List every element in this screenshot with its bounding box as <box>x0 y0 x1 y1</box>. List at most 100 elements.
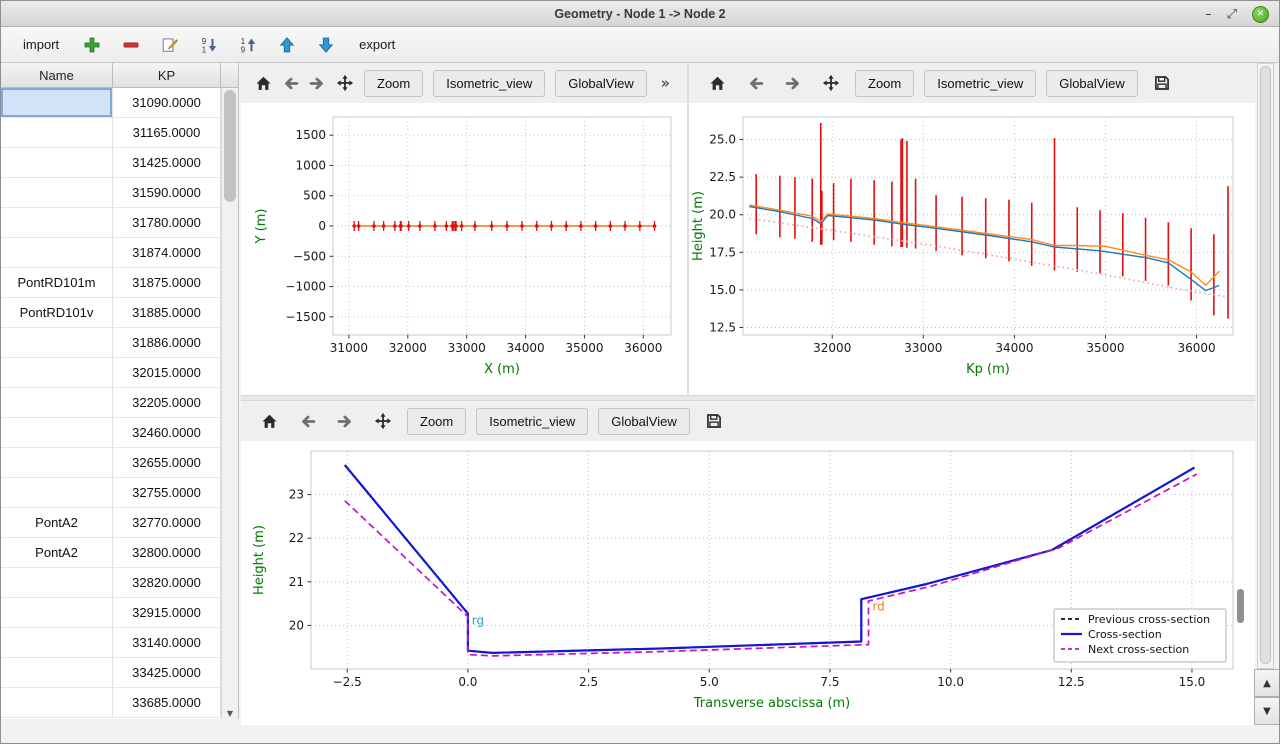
cell-kp[interactable]: 32915.0000 <box>113 598 221 627</box>
zoom-button[interactable]: Zoom <box>407 407 467 435</box>
zoom-button[interactable]: Zoom <box>855 69 915 97</box>
cell-kp[interactable]: 31780.0000 <box>113 208 221 237</box>
cell-name[interactable]: PontA2 <box>1 538 113 567</box>
cell-kp[interactable]: 31874.0000 <box>113 238 221 267</box>
cell-name[interactable] <box>1 688 113 717</box>
cell-kp[interactable]: 31875.0000 <box>113 268 221 297</box>
column-header-name[interactable]: Name <box>1 63 113 87</box>
home-button[interactable] <box>703 69 731 97</box>
table-row[interactable]: 32820.0000 <box>1 568 222 598</box>
cell-name[interactable]: PontA2 <box>1 508 113 537</box>
table-row[interactable]: PontRD101m 31875.0000 <box>1 268 222 298</box>
back-button[interactable] <box>741 69 769 97</box>
zoom-button[interactable]: Zoom <box>364 69 424 97</box>
cell-name[interactable]: PontRD101m <box>1 268 113 297</box>
move-up-button[interactable] <box>275 33 299 57</box>
cell-kp[interactable]: 32755.0000 <box>113 478 221 507</box>
close-button[interactable]: ✕ <box>1252 5 1269 23</box>
move-down-button[interactable] <box>314 33 338 57</box>
table-row[interactable]: 32460.0000 <box>1 418 222 448</box>
table-row[interactable]: 33140.0000 <box>1 628 222 658</box>
cell-kp[interactable]: 31090.0000 <box>113 88 221 117</box>
table-row[interactable]: 32755.0000 <box>1 478 222 508</box>
cell-kp[interactable]: 33685.0000 <box>113 688 221 717</box>
cell-kp[interactable]: 32820.0000 <box>113 568 221 597</box>
isometric-view-button[interactable]: Isometric_view <box>476 407 589 435</box>
cell-name[interactable] <box>1 658 113 687</box>
cell-name[interactable] <box>1 478 113 507</box>
table-row[interactable]: 31874.0000 <box>1 238 222 268</box>
cell-kp[interactable]: 31590.0000 <box>113 178 221 207</box>
cell-name[interactable] <box>1 358 113 387</box>
cell-kp[interactable]: 31885.0000 <box>113 298 221 327</box>
table-scrollbar[interactable]: ▼ <box>221 88 238 719</box>
table-scroll-down-icon[interactable]: ▼ <box>226 709 234 718</box>
forward-button[interactable] <box>331 407 359 435</box>
table-row[interactable]: 33425.0000 <box>1 658 222 688</box>
cell-name[interactable]: PontRD101v <box>1 298 113 327</box>
table-row[interactable]: 32655.0000 <box>1 448 222 478</box>
table-row[interactable]: 32915.0000 <box>1 598 222 628</box>
cell-kp[interactable]: 31886.0000 <box>113 328 221 357</box>
save-button[interactable] <box>1148 69 1176 97</box>
export-button[interactable]: export <box>353 34 401 55</box>
scroll-down-button[interactable]: ▼ <box>1254 697 1279 725</box>
cell-kp[interactable]: 31165.0000 <box>113 118 221 147</box>
cell-kp[interactable]: 32770.0000 <box>113 508 221 537</box>
cell-name[interactable] <box>1 598 113 627</box>
cell-name[interactable] <box>1 388 113 417</box>
table-row[interactable]: 31590.0000 <box>1 178 222 208</box>
table-scrollbar-thumb[interactable] <box>224 90 236 202</box>
isometric-view-button[interactable]: Isometric_view <box>433 69 546 97</box>
cell-name[interactable] <box>1 208 113 237</box>
edit-section-button[interactable] <box>158 33 182 57</box>
cell-name[interactable] <box>1 88 113 117</box>
toolbar-overflow-button[interactable]: » <box>657 74 674 92</box>
import-button[interactable]: import <box>17 34 65 55</box>
pan-button[interactable] <box>336 69 354 97</box>
cell-kp[interactable]: 32205.0000 <box>113 388 221 417</box>
cell-name[interactable] <box>1 118 113 147</box>
table-row[interactable]: PontRD101v 31885.0000 <box>1 298 222 328</box>
minimize-button[interactable]: – <box>1205 6 1212 22</box>
column-header-kp[interactable]: KP <box>113 63 221 87</box>
table-row[interactable]: 32015.0000 <box>1 358 222 388</box>
horizontal-splitter[interactable] <box>241 395 1255 401</box>
cell-name[interactable] <box>1 178 113 207</box>
pan-button[interactable] <box>817 69 845 97</box>
isometric-view-button[interactable]: Isometric_view <box>924 69 1037 97</box>
window-scrollbar[interactable] <box>1257 63 1274 669</box>
global-view-button[interactable]: GlobalView <box>1046 69 1138 97</box>
plan-view-chart[interactable]: 31000 32000 33000 34000 35000 36000 −1500 −1000… <box>241 103 687 395</box>
cell-kp[interactable]: 32015.0000 <box>113 358 221 387</box>
home-button[interactable] <box>255 69 272 97</box>
cell-kp[interactable]: 32655.0000 <box>113 448 221 477</box>
titlebar[interactable]: Geometry - Node 1 -> Node 2 – ⤢ ✕ <box>1 1 1279 27</box>
table-row[interactable]: 31090.0000 <box>1 88 222 118</box>
back-button[interactable] <box>282 69 299 97</box>
cell-kp[interactable]: 31425.0000 <box>113 148 221 177</box>
sort-descending-button[interactable] <box>197 33 221 57</box>
table-row[interactable]: 31425.0000 <box>1 148 222 178</box>
sort-ascending-button[interactable] <box>236 33 260 57</box>
table-row[interactable]: PontA2 32770.0000 <box>1 508 222 538</box>
scroll-up-button[interactable]: ▲ <box>1254 669 1279 697</box>
remove-section-button[interactable] <box>119 33 143 57</box>
cell-kp[interactable]: 33425.0000 <box>113 658 221 687</box>
cell-name[interactable] <box>1 238 113 267</box>
table-row[interactable]: 31165.0000 <box>1 118 222 148</box>
pan-button[interactable] <box>369 407 397 435</box>
cell-name[interactable] <box>1 418 113 447</box>
cell-name[interactable] <box>1 148 113 177</box>
global-view-button[interactable]: GlobalView <box>598 407 690 435</box>
global-view-button[interactable]: GlobalView <box>555 69 647 97</box>
window-scrollbar-thumb[interactable] <box>1260 66 1271 664</box>
table-row[interactable]: 31886.0000 <box>1 328 222 358</box>
table-row[interactable]: 32205.0000 <box>1 388 222 418</box>
long-profile-chart[interactable]: 32000 33000 34000 35000 36000 12.5 15.0 17.5 20.… <box>689 103 1255 395</box>
forward-button[interactable] <box>309 69 326 97</box>
home-button[interactable] <box>255 407 283 435</box>
cell-name[interactable] <box>1 628 113 657</box>
cell-name[interactable] <box>1 448 113 477</box>
vertical-splitter[interactable] <box>687 63 689 395</box>
